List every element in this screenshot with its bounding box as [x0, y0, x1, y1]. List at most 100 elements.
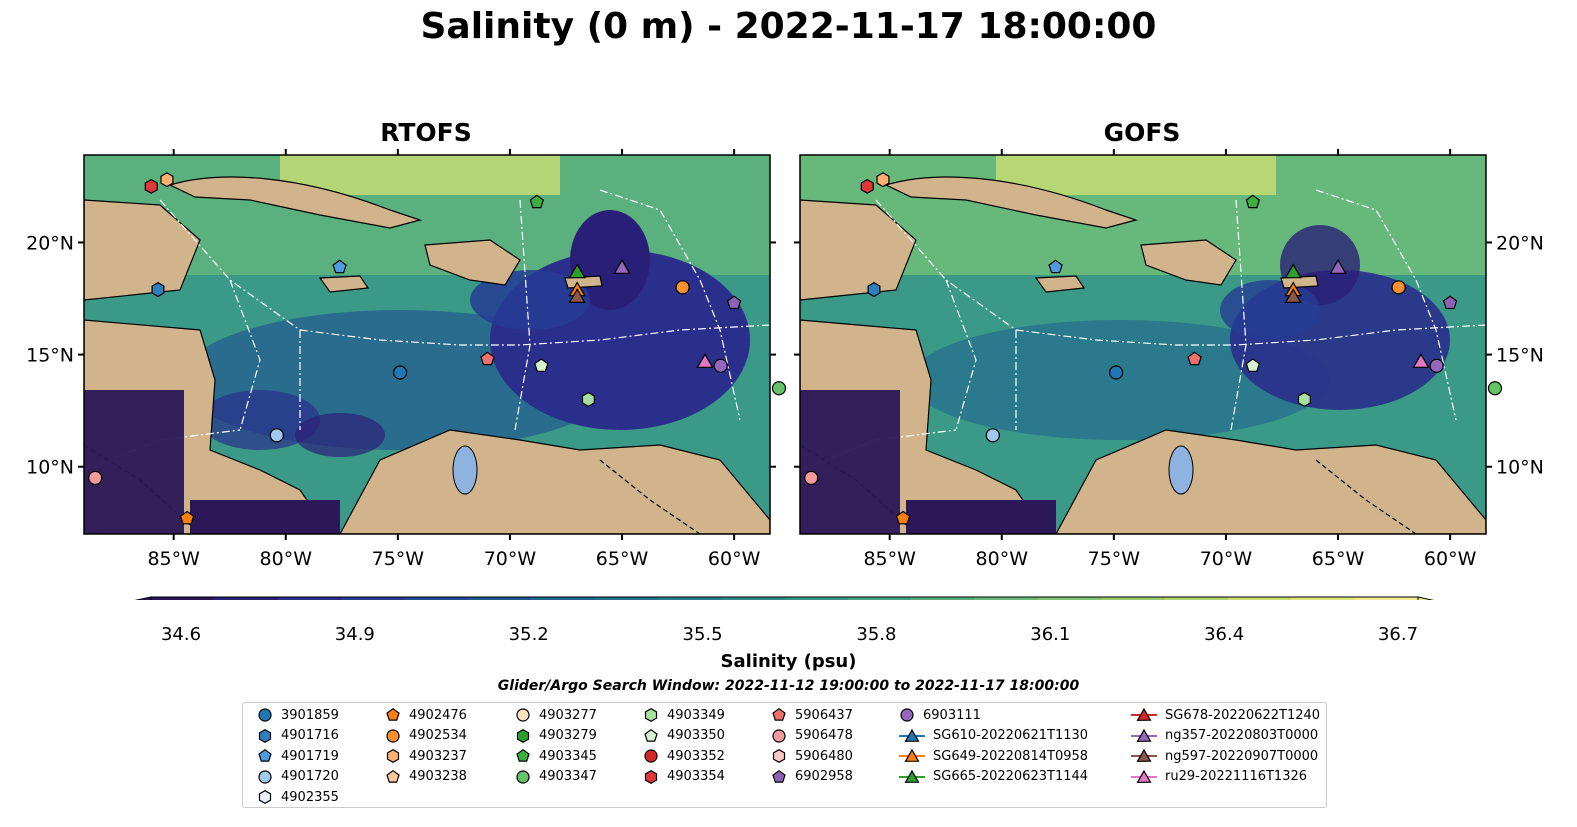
legend-marker-icon	[386, 728, 400, 743]
map-marker	[895, 510, 911, 525]
legend-item: 5906437	[769, 705, 853, 725]
colorbar-tick-label: 35.2	[508, 624, 549, 645]
legend-item: 4902355	[255, 787, 339, 807]
legend-item-label: 4902476	[409, 707, 467, 723]
legend-marker-icon	[899, 748, 925, 762]
colorbar-segment	[1101, 597, 1166, 600]
map-glider-marker	[1412, 353, 1430, 368]
legend-item: ru29-20221116T1326	[1129, 767, 1307, 787]
map-marker	[867, 282, 881, 298]
legend-item-label: ru29-20221116T1326	[1165, 769, 1308, 784]
legend-item: 4903279	[513, 726, 597, 746]
y-tick-label: 20°N	[1496, 232, 1544, 254]
legend-marker-icon	[516, 728, 530, 743]
legend-item: SG678-20220622T1240	[1129, 705, 1320, 725]
legend-marker-icon	[258, 748, 272, 762]
map-marker	[1487, 381, 1503, 396]
legend-item-label: 4903237	[409, 748, 467, 764]
map-marker	[1048, 259, 1063, 274]
legend-item-label: 4903345	[539, 748, 597, 764]
map-marker	[1391, 280, 1406, 295]
y-tick-label: 15°N	[1496, 345, 1544, 367]
colorbar	[134, 596, 1435, 600]
legend-item-label: SG665-20220623T1144	[933, 769, 1089, 784]
map-glider-marker	[1284, 263, 1302, 279]
legend-marker-icon	[899, 769, 925, 783]
colorbar-segment	[341, 597, 405, 600]
legend-marker-icon	[772, 769, 786, 783]
x-tick-label: 60°W	[708, 548, 761, 570]
search-window-text: Glider/Argo Search Window: 2022-11-12 19…	[497, 678, 1080, 694]
map-marker	[160, 172, 174, 188]
map-marker	[1245, 194, 1261, 209]
panel-title-rtofs: RTOFS	[380, 118, 472, 147]
colorbar-segment	[467, 597, 532, 600]
legend-marker-icon	[1131, 769, 1157, 783]
map-marker	[1297, 391, 1311, 407]
x-tick-label: 75°W	[1088, 548, 1141, 570]
map-marker	[269, 428, 284, 443]
colorbar-tick-label: 34.6	[160, 624, 202, 645]
legend-item-label: 5906478	[795, 728, 853, 743]
legend-item-label: ng357-20220803T0000	[1165, 728, 1319, 743]
legend-marker-icon	[386, 749, 400, 763]
map-marker	[713, 358, 728, 373]
figure-title: Salinity (0 m) - 2022-11-17 18:00:00	[420, 6, 1157, 47]
colorbar-segment	[784, 597, 849, 600]
legend-item-label: 4903238	[409, 769, 467, 784]
legend-marker-icon	[899, 728, 925, 742]
legend-marker-icon	[644, 708, 658, 722]
legend-marker-icon	[1131, 707, 1157, 721]
legend-item: 4901719	[255, 746, 339, 766]
y-tick-label: 10°N	[1496, 457, 1544, 479]
colorbar-extend-low	[134, 596, 152, 600]
colorbar-segment	[657, 597, 722, 600]
legend-item-label: 4902534	[409, 728, 467, 743]
colorbar-extend-high	[1417, 596, 1435, 600]
legend-item: 4903350	[641, 726, 725, 746]
colorbar-segment	[214, 597, 279, 600]
legend: 3901859 4901716 4901719 4901720 4902355 49024…	[242, 702, 1327, 808]
y-tick-label: 10°N	[26, 457, 74, 479]
map-marker	[332, 259, 347, 274]
y-tick-label: 20°N	[26, 232, 74, 254]
x-tick-label: 70°W	[1200, 548, 1253, 570]
legend-item: 4903352	[641, 746, 725, 766]
legend-item: 4903277	[513, 705, 597, 725]
map-panel-gofs	[800, 155, 1486, 534]
legend-item: 4902476	[383, 705, 467, 725]
map-marker	[529, 194, 545, 209]
legend-item-label: 4901716	[281, 728, 339, 743]
map-marker	[144, 178, 158, 194]
legend-marker-icon	[772, 728, 786, 743]
legend-item-label: SG610-20220621T1130	[933, 728, 1089, 743]
y-tick-label: 15°N	[26, 345, 74, 367]
colorbar-segment	[151, 597, 215, 600]
legend-item-label: 6903111	[923, 707, 981, 723]
x-tick-label: 85°W	[863, 548, 916, 570]
map-marker	[179, 510, 195, 525]
legend-item: 4901720	[255, 767, 339, 787]
legend-marker-icon	[386, 707, 400, 721]
map-marker	[771, 381, 787, 396]
legend-item: ng597-20220907T0000	[1129, 746, 1318, 766]
legend-item-label: SG678-20220622T1240	[1165, 707, 1321, 723]
legend-marker-icon	[900, 708, 914, 722]
map-marker	[1108, 365, 1124, 380]
map-marker	[1245, 358, 1261, 372]
legend-item: SG610-20220621T1130	[897, 726, 1088, 746]
x-tick-label: 80°W	[976, 548, 1029, 570]
colorbar-segment	[847, 597, 912, 600]
legend-item-label: 4901719	[281, 748, 339, 764]
legend-item-label: 4903277	[539, 707, 597, 723]
map-glider-marker	[568, 288, 586, 303]
legend-item-label: 4903352	[667, 748, 725, 764]
legend-item: 5906478	[769, 726, 853, 746]
colorbar-segment	[277, 597, 342, 600]
legend-item-label: 5906437	[795, 707, 853, 723]
colorbar-tick-label: 36.4	[1204, 624, 1245, 645]
colorbar-segment	[974, 597, 1039, 600]
x-tick-label: 65°W	[1312, 548, 1365, 570]
map-marker	[1442, 295, 1458, 310]
x-tick-label: 80°W	[260, 548, 313, 570]
